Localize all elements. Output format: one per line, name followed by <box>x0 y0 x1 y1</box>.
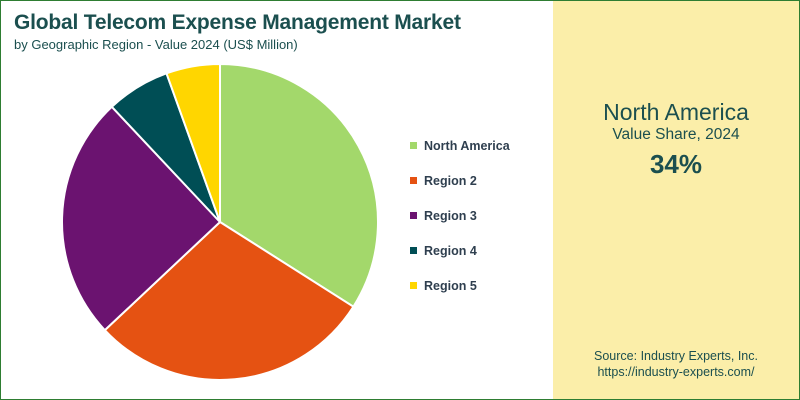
legend-item-north-america: North America <box>410 128 510 163</box>
legend-label: Region 2 <box>424 173 477 188</box>
legend-item-region-2: Region 2 <box>410 163 510 198</box>
legend-swatch <box>410 142 417 149</box>
legend-swatch <box>410 247 417 254</box>
legend-label: North America <box>424 138 510 153</box>
legend-label: Region 5 <box>424 278 477 293</box>
pie-slice-region-5 <box>165 62 221 223</box>
chart-legend: North America Region 2 Region 3 Region 4 Reg… <box>410 128 510 303</box>
legend-item-region-5: Region 5 <box>410 268 510 303</box>
chart-subtitle: by Geographic Region - Value 2024 (US$ M… <box>14 37 298 52</box>
pie-slice-region-2 <box>103 220 355 381</box>
highlight-panel: North America Value Share, 2024 34% Sour… <box>553 1 799 399</box>
legend-label: Region 4 <box>424 243 477 258</box>
source-text: Source: Industry Experts, Inc. <box>594 349 758 363</box>
highlight-share-value: 34% <box>649 149 703 179</box>
legend-swatch <box>410 177 417 184</box>
source-url: https://industry-experts.com/ <box>597 365 755 379</box>
legend-swatch <box>410 212 417 219</box>
legend-swatch <box>410 282 417 289</box>
pie-slice-region-3 <box>61 105 222 332</box>
legend-item-region-3: Region 3 <box>410 198 510 233</box>
legend-label: Region 3 <box>424 208 477 223</box>
pie-chart <box>61 62 379 381</box>
highlight-region-name: North America <box>603 99 749 125</box>
legend-item-region-4: Region 4 <box>410 233 510 268</box>
highlight-share-label: Value Share, 2024 <box>612 126 740 143</box>
chart-title: Global Telecom Expense Management Market <box>14 11 461 34</box>
